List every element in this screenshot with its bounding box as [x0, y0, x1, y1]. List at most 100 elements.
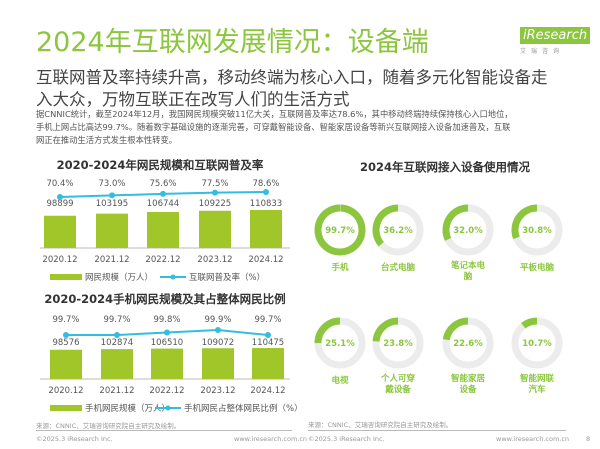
source-left: 来源：CNNIC、艾瑞咨询研究院自主研究及绘制。 — [36, 422, 181, 430]
line-point — [265, 332, 271, 338]
bar-value-label: 98899 — [46, 199, 73, 209]
line-value-label: 99.7% — [52, 315, 79, 325]
line-point — [63, 332, 69, 338]
donut-value-arc — [521, 317, 538, 329]
chart2-title: 2020-2024手机网民规模及其占整体网民比例 — [44, 292, 286, 306]
bar — [44, 215, 76, 248]
donut-value-label: 30.8% — [522, 226, 552, 236]
subtitle-line-1: 互联网普及率持续升高，移动终端为核心入口，随着多元化智能设备走 — [36, 68, 548, 87]
donut-value-arc — [442, 317, 469, 341]
donut-value-arc — [372, 317, 399, 342]
page-title: 2024年互联网发展情况：设备端 — [36, 27, 429, 58]
donut-value-arc — [314, 204, 366, 256]
copyright-right: ©2025.3 iResearch Inc. — [308, 435, 385, 443]
line-value-label: 75.6% — [149, 179, 176, 189]
line-value-label: 99.7% — [254, 315, 281, 325]
x-tick-label: 2022.12 — [145, 255, 180, 265]
legend-bar-label: 网民规模（万人） — [85, 272, 153, 283]
legend-line-marker — [165, 405, 171, 411]
bar — [96, 213, 128, 248]
donut-value-label: 22.6% — [453, 339, 483, 349]
legend-bar-swatch — [50, 405, 82, 411]
legend-bar-label: 手机网民规模（万人） — [85, 403, 170, 414]
bar-value-label: 106510 — [151, 338, 183, 348]
legend-line-label: 互联网普及率（%） — [189, 272, 265, 283]
x-tick-label: 2021.12 — [99, 386, 134, 396]
donut-category-label: 电视 — [331, 375, 349, 386]
donut-category-label: 智能网联 — [519, 373, 555, 384]
legend-bar-swatch — [50, 274, 82, 280]
donut-category-label: 平板电脑 — [520, 262, 555, 273]
copyright-left: ©2025.3 iResearch Inc. — [36, 435, 113, 443]
donut-value-label: 99.7% — [325, 226, 355, 236]
donut-value-label: 36.2% — [383, 226, 413, 236]
line-value-label: 99.9% — [204, 315, 231, 325]
divider-left — [36, 430, 292, 431]
chart3-title: 2024年互联网接入设备使用情况 — [359, 160, 530, 174]
bar — [151, 348, 183, 379]
bar-value-label: 109225 — [199, 199, 231, 209]
legend-line-marker — [170, 274, 176, 280]
donut-value-label: 10.7% — [522, 339, 552, 349]
donut-value-label: 32.0% — [453, 226, 483, 236]
iresearch-logo: iResearch 艾瑞咨询 — [520, 24, 591, 55]
line-value-label: 70.4% — [46, 179, 73, 189]
donut-category-label: 智能家居 — [450, 373, 486, 384]
line-value-label: 78.6% — [252, 179, 279, 189]
donut-category-label: 台式电脑 — [381, 262, 416, 273]
donut-category-label: 手机 — [331, 262, 349, 273]
bar-value-label: 109072 — [202, 338, 234, 348]
chart1-title: 2020-2024年网民规模和互联网普及率 — [56, 158, 264, 172]
line-point — [263, 189, 269, 195]
donut-value-arc — [511, 204, 538, 240]
source-right: 来源：CNNIC、艾瑞咨询研究院自主研究及绘制。 — [308, 421, 453, 429]
bar — [147, 211, 179, 248]
bar — [250, 210, 282, 248]
line-value-label: 99.7% — [103, 315, 130, 325]
donut-value-label: 25.1% — [325, 339, 355, 349]
url-right: www.iresearch.com.cn — [496, 435, 570, 443]
x-tick-label: 2020.12 — [42, 255, 77, 265]
donut-category-label: 笔记本电 — [450, 260, 486, 271]
line-point — [160, 190, 166, 197]
line-value-label: 77.5% — [201, 179, 228, 189]
divider-right — [308, 430, 566, 431]
donut-value-arc — [442, 204, 469, 241]
body-line-1: 据CNNIC统计，截至2024年12月，我国网民规模突破11亿大关，互联网普及率… — [36, 109, 513, 119]
x-tick-label: 2022.12 — [149, 386, 184, 396]
x-tick-label: 2024.12 — [248, 255, 283, 265]
line-value-label: 99.8% — [153, 315, 180, 325]
x-tick-label: 2021.12 — [94, 255, 129, 265]
line-point — [57, 194, 63, 200]
donut-category-label-cont: 脑 — [463, 271, 473, 282]
donut-value-arc — [314, 317, 341, 344]
x-tick-label: 2023.12 — [200, 386, 235, 396]
donut-category-label-cont: 戴设备 — [385, 384, 411, 395]
body-line-2: 手机上网占比高达99.7%。随着数字基础设施的逐渐完善，可穿戴智能设备、智能家居… — [36, 122, 511, 132]
bar-value-label: 110475 — [252, 338, 284, 348]
line-point — [215, 327, 221, 333]
line-point — [212, 189, 218, 196]
bar — [252, 348, 284, 379]
bar-value-label: 106744 — [147, 199, 179, 209]
body-line-3: 网正在推动生活方式发生根本性转变。 — [36, 135, 178, 145]
bar — [202, 348, 234, 379]
subtitle-line-2: 入大众，万物互联正在改写人们的生活方式 — [36, 90, 350, 109]
donut-value-arc — [372, 204, 399, 247]
bar — [50, 349, 82, 379]
page-number: 8 — [586, 435, 591, 443]
donut-value-label: 23.8% — [383, 339, 413, 349]
line-point — [109, 192, 115, 199]
donut-category-label: 个人可穿 — [380, 373, 416, 384]
line-point — [164, 329, 170, 336]
x-tick-label: 2020.12 — [48, 386, 83, 396]
bar-value-label: 102874 — [101, 338, 133, 348]
line-value-label: 73.0% — [98, 179, 125, 189]
donut-category-label-cont: 汽车 — [528, 384, 546, 395]
bar — [199, 210, 231, 248]
x-tick-label: 2024.12 — [250, 386, 285, 396]
legend-line-label: 手机网民占整体网民比例（%） — [184, 403, 303, 414]
bar-value-label: 98576 — [52, 338, 79, 348]
bar-value-label: 110833 — [250, 199, 282, 209]
